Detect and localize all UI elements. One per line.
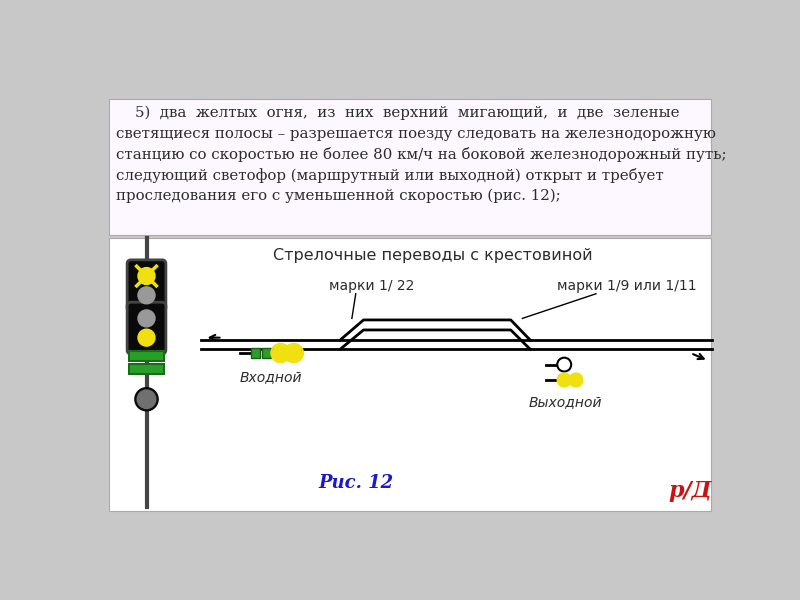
Circle shape [135,388,158,411]
Circle shape [286,346,302,361]
Text: марки 1/9 или 1/11: марки 1/9 или 1/11 [558,279,697,293]
Circle shape [558,373,571,387]
Text: Выходной: Выходной [528,395,602,409]
Circle shape [138,287,155,304]
Circle shape [138,329,155,346]
Text: Входной: Входной [239,370,302,384]
Bar [130,351,163,361]
FancyBboxPatch shape [127,302,166,354]
Text: р/Д: р/Д [669,479,712,502]
Text: 5)  два  желтых  огня,  из  них  верхний  мигающий,  и  две  зеленые: 5) два желтых огня, из них верхний мигаю… [115,106,679,120]
Text: следующий светофор (маршрутный или выходной) открыт и требует: следующий светофор (маршрутный или выход… [115,168,663,183]
Text: проследования его с уменьшенной скоростью (рис. 12);: проследования его с уменьшенной скорость… [115,189,560,203]
FancyBboxPatch shape [127,260,166,311]
Circle shape [138,310,155,327]
Text: марки 1/ 22: марки 1/ 22 [329,279,414,293]
Bar [110,99,710,235]
Circle shape [138,268,155,284]
Text: Рис. 12: Рис. 12 [318,473,394,491]
Circle shape [273,346,288,361]
Text: станцию со скоростью не более 80 км/ч на боковой железнодорожный путь;: станцию со скоростью не более 80 км/ч на… [115,148,726,163]
Bar [251,347,261,358]
Circle shape [558,358,571,371]
Circle shape [569,373,583,387]
Bar [110,238,710,511]
Bar [262,347,271,358]
Circle shape [138,390,156,409]
Polygon shape [340,320,530,349]
Text: светящиеся полосы – разрешается поезду следовать на железнодорожную: светящиеся полосы – разрешается поезду с… [115,127,715,140]
Text: Стрелочные переводы с крестовиной: Стрелочные переводы с крестовиной [274,248,593,263]
Bar [130,364,163,374]
